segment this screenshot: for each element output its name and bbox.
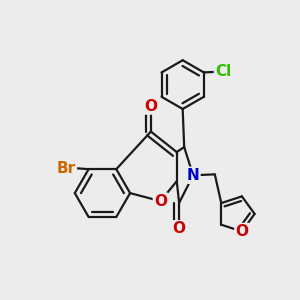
Text: Cl: Cl bbox=[215, 64, 231, 79]
Text: O: O bbox=[144, 98, 158, 113]
Text: O: O bbox=[154, 194, 167, 208]
Text: N: N bbox=[187, 168, 200, 183]
Text: O: O bbox=[172, 221, 186, 236]
Text: Br: Br bbox=[57, 161, 76, 176]
Text: O: O bbox=[236, 224, 248, 239]
